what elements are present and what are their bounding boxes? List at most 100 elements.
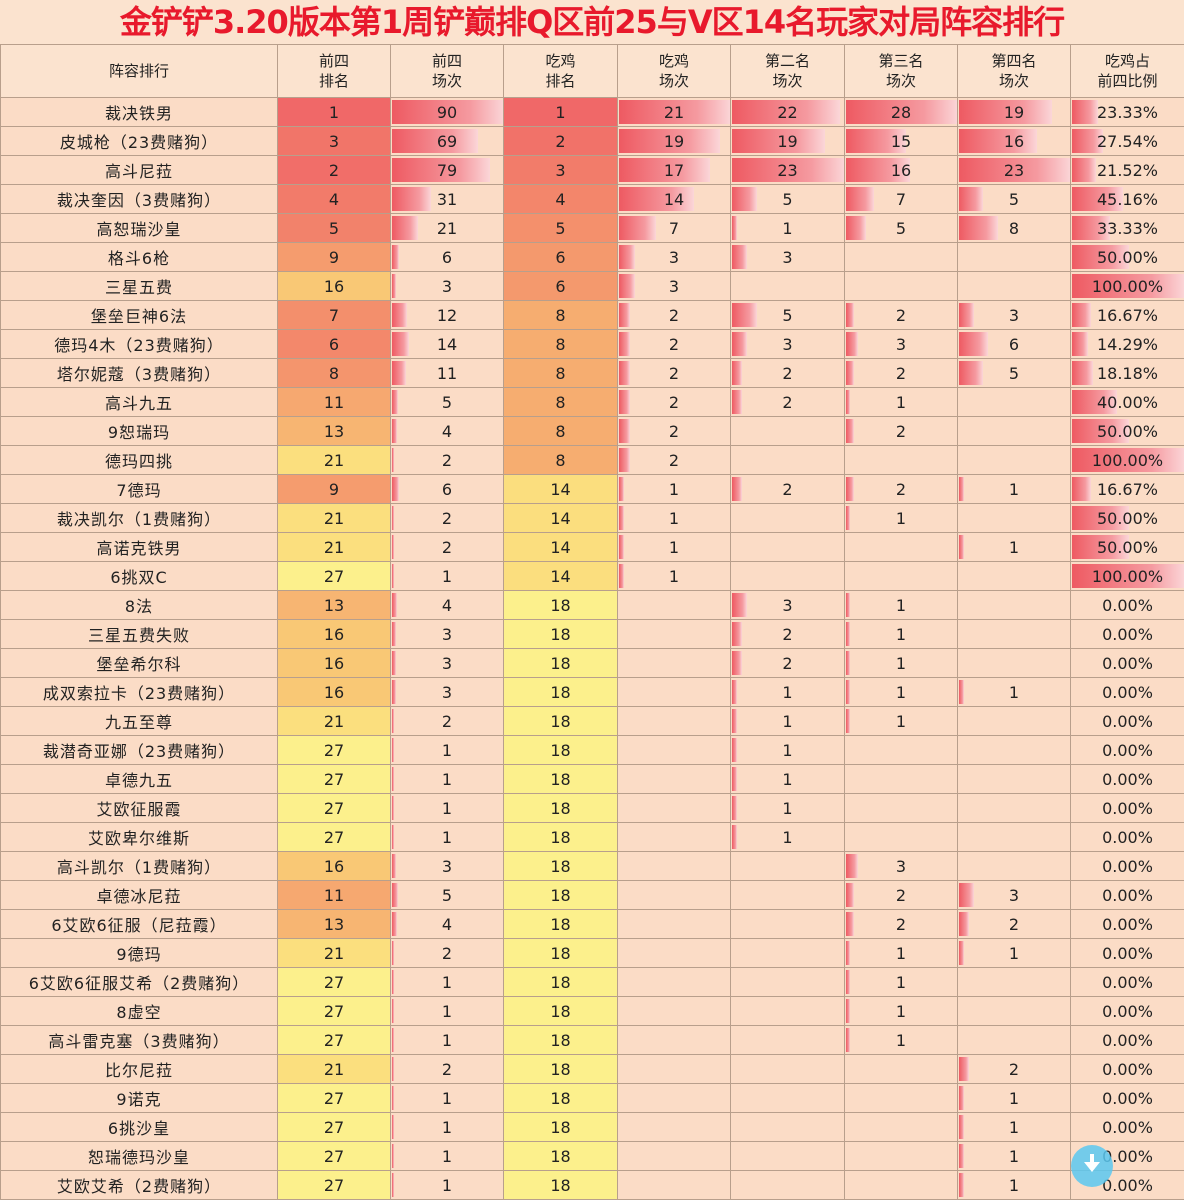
win-rank-cell: 18 (504, 591, 618, 620)
top4-rank-cell: 3 (278, 127, 391, 156)
lineup-name-text: 九五至尊 (105, 713, 173, 732)
win-ratio-bar (1072, 361, 1093, 385)
col-second-count-header: 第二名场次 (731, 45, 845, 98)
top4-count-text: 2 (442, 712, 452, 731)
win-rank-text: 18 (550, 712, 570, 731)
top4-count-cell: 4 (391, 417, 504, 446)
second-count-cell: 2 (731, 475, 845, 504)
second-count-text: 1 (782, 741, 792, 760)
win-count-bar (619, 477, 624, 501)
top4-count-cell: 12 (391, 301, 504, 330)
second-count-text: 23 (777, 161, 797, 180)
top4-rank-cell: 6 (278, 330, 391, 359)
top4-rank-cell: 13 (278, 417, 391, 446)
top4-count-bar (392, 1086, 394, 1110)
top4-count-text: 1 (442, 1002, 452, 1021)
fourth-count-cell: 1 (958, 939, 1071, 968)
win-ratio-cell: 16.67% (1071, 475, 1184, 504)
third-count-cell (845, 1055, 958, 1084)
fourth-count-cell: 3 (958, 881, 1071, 910)
win-count-text: 7 (669, 219, 679, 238)
win-rank-cell: 5 (504, 214, 618, 243)
top4-count-bar (392, 1115, 394, 1139)
top4-count-cell: 3 (391, 649, 504, 678)
fourth-count-text: 3 (1009, 306, 1019, 325)
lineup-name-text: 8法 (125, 597, 153, 616)
fourth-count-cell (958, 997, 1071, 1026)
win-count-cell: 2 (618, 301, 731, 330)
third-count-cell: 1 (845, 997, 958, 1026)
fourth-count-cell: 1 (958, 475, 1071, 504)
fourth-count-bar (959, 1115, 964, 1139)
lineup-name-text: 6艾欧6征服艾希（2费赌狗） (29, 974, 250, 993)
third-count-bar (846, 390, 850, 414)
top4-rank-text: 21 (324, 451, 344, 470)
fourth-count-bar (959, 535, 964, 559)
win-rank-cell: 18 (504, 678, 618, 707)
top4-count-bar (392, 419, 397, 443)
fourth-count-cell (958, 417, 1071, 446)
win-ratio-text: 0.00% (1102, 1060, 1153, 1079)
win-count-text: 17 (664, 161, 684, 180)
third-count-cell (845, 1171, 958, 1200)
win-count-bar (619, 419, 630, 443)
fourth-count-cell: 19 (958, 98, 1071, 127)
third-count-text: 1 (896, 654, 906, 673)
top4-rank-text: 27 (324, 567, 344, 586)
third-count-cell: 2 (845, 881, 958, 910)
fourth-count-cell: 5 (958, 359, 1071, 388)
top4-count-bar (392, 564, 394, 588)
lineup-name-text: 6挑双C (110, 568, 167, 587)
top4-count-cell: 2 (391, 446, 504, 475)
top4-rank-text: 9 (329, 248, 339, 267)
win-rank-text: 18 (550, 828, 570, 847)
third-count-bar (846, 941, 850, 965)
third-count-cell: 1 (845, 649, 958, 678)
second-count-cell: 2 (731, 620, 845, 649)
win-count-cell (618, 736, 731, 765)
second-count-text: 1 (782, 712, 792, 731)
third-count-text: 1 (896, 509, 906, 528)
lineup-name-text: 9恕瑞玛 (108, 423, 170, 442)
win-ratio-text: 100.00% (1092, 567, 1163, 586)
win-rank-cell: 18 (504, 649, 618, 678)
top4-count-cell: 1 (391, 997, 504, 1026)
top4-count-text: 6 (442, 480, 452, 499)
win-rank-cell: 6 (504, 243, 618, 272)
win-count-text: 1 (669, 480, 679, 499)
fourth-count-bar (959, 129, 1037, 153)
second-count-cell (731, 1084, 845, 1113)
second-count-bar (732, 216, 737, 240)
lineup-name-cell: 8法 (1, 591, 278, 620)
col-fourth-count-header: 第四名场次 (958, 45, 1071, 98)
top4-rank-cell: 13 (278, 910, 391, 939)
third-count-bar (846, 970, 850, 994)
win-rank-text: 8 (555, 335, 565, 354)
third-count-bar (846, 332, 858, 356)
win-count-cell (618, 968, 731, 997)
win-rank-cell: 18 (504, 1026, 618, 1055)
top4-count-cell: 90 (391, 98, 504, 127)
win-ratio-text: 0.00% (1102, 654, 1153, 673)
second-count-cell (731, 562, 845, 591)
win-rank-cell: 14 (504, 504, 618, 533)
top4-count-cell: 1 (391, 562, 504, 591)
top4-rank-text: 27 (324, 1002, 344, 1021)
third-count-text: 7 (896, 190, 906, 209)
top4-rank-cell: 2 (278, 156, 391, 185)
win-rank-cell: 18 (504, 794, 618, 823)
top4-count-text: 2 (442, 538, 452, 557)
top4-rank-cell: 5 (278, 214, 391, 243)
win-rank-cell: 18 (504, 1055, 618, 1084)
fourth-count-cell: 2 (958, 1055, 1071, 1084)
win-ratio-text: 0.00% (1102, 1031, 1153, 1050)
win-ratio-text: 0.00% (1102, 741, 1153, 760)
second-count-cell (731, 417, 845, 446)
win-count-cell: 1 (618, 475, 731, 504)
win-rank-text: 18 (550, 799, 570, 818)
top4-rank-text: 1 (329, 103, 339, 122)
win-count-cell (618, 620, 731, 649)
third-count-bar (846, 680, 850, 704)
